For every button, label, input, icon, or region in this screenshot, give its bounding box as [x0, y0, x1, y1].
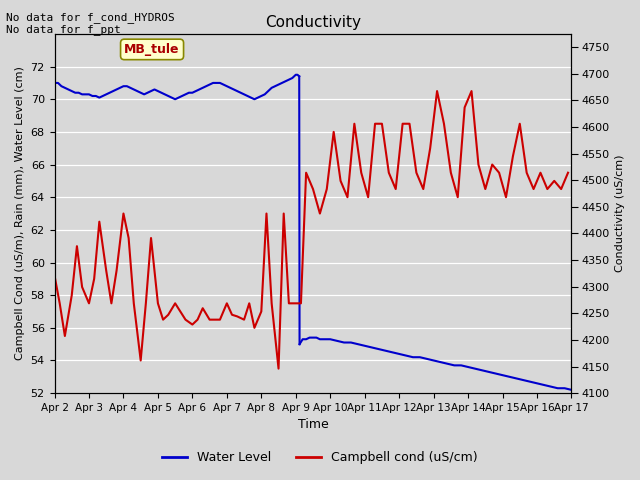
Y-axis label: Conductivity (uS/cm): Conductivity (uS/cm)	[615, 155, 625, 272]
Y-axis label: Campbell Cond (uS/m), Rain (mm), Water Level (cm): Campbell Cond (uS/m), Rain (mm), Water L…	[15, 67, 25, 360]
X-axis label: Time: Time	[298, 419, 328, 432]
Text: No data for f_cond_HYDROS
No data for f_ppt: No data for f_cond_HYDROS No data for f_…	[6, 12, 175, 36]
Text: MB_tule: MB_tule	[124, 43, 180, 56]
Title: Conductivity: Conductivity	[265, 15, 361, 30]
Legend: Water Level, Campbell cond (uS/cm): Water Level, Campbell cond (uS/cm)	[157, 446, 483, 469]
